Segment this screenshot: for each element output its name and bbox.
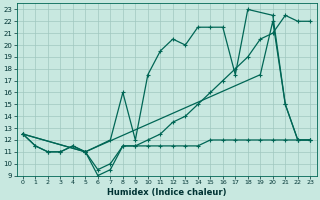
X-axis label: Humidex (Indice chaleur): Humidex (Indice chaleur) [107,188,226,197]
